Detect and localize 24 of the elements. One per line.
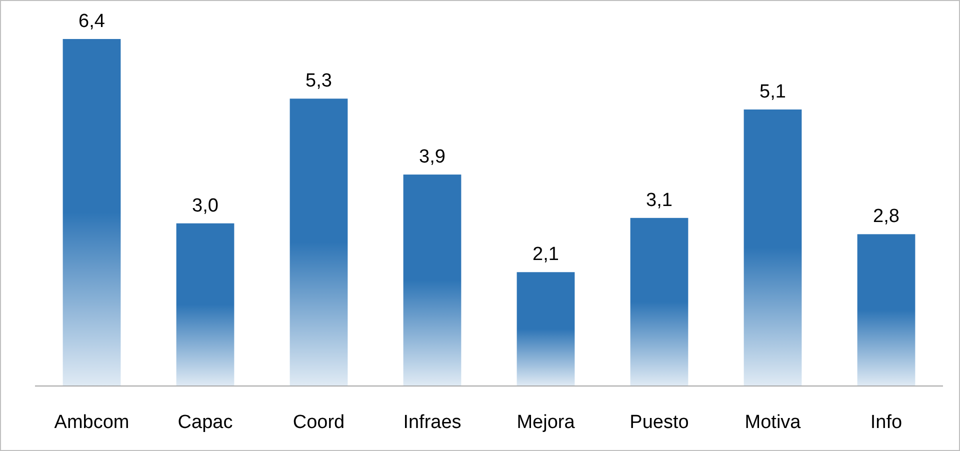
data-label: 2,8 [873, 206, 900, 228]
x-tick-label: Info [870, 412, 902, 433]
bar [744, 109, 802, 386]
bar [62, 39, 121, 386]
bar [403, 174, 462, 386]
data-label: 5,1 [760, 81, 786, 102]
x-tick-label: Infraes [403, 412, 462, 433]
x-tick-label: Ambcom [54, 412, 130, 433]
data-label: 3,1 [646, 190, 672, 211]
bar [290, 98, 348, 386]
bar [516, 272, 575, 386]
x-tick-label: Coord [292, 412, 345, 433]
bar [176, 223, 234, 386]
x-tick-label: Puesto [630, 412, 689, 433]
x-tick-label: Motiva [744, 412, 802, 433]
data-label: 6,4 [78, 11, 106, 32]
bar [630, 218, 688, 386]
data-label: 2,1 [532, 244, 559, 266]
data-label: 3,9 [419, 146, 446, 168]
data-label: 5,3 [306, 70, 332, 92]
bar [857, 234, 916, 386]
x-tick-label: Mejora [516, 412, 576, 433]
data-label: 3,0 [192, 195, 218, 216]
x-tick-label: Capac [178, 412, 233, 433]
